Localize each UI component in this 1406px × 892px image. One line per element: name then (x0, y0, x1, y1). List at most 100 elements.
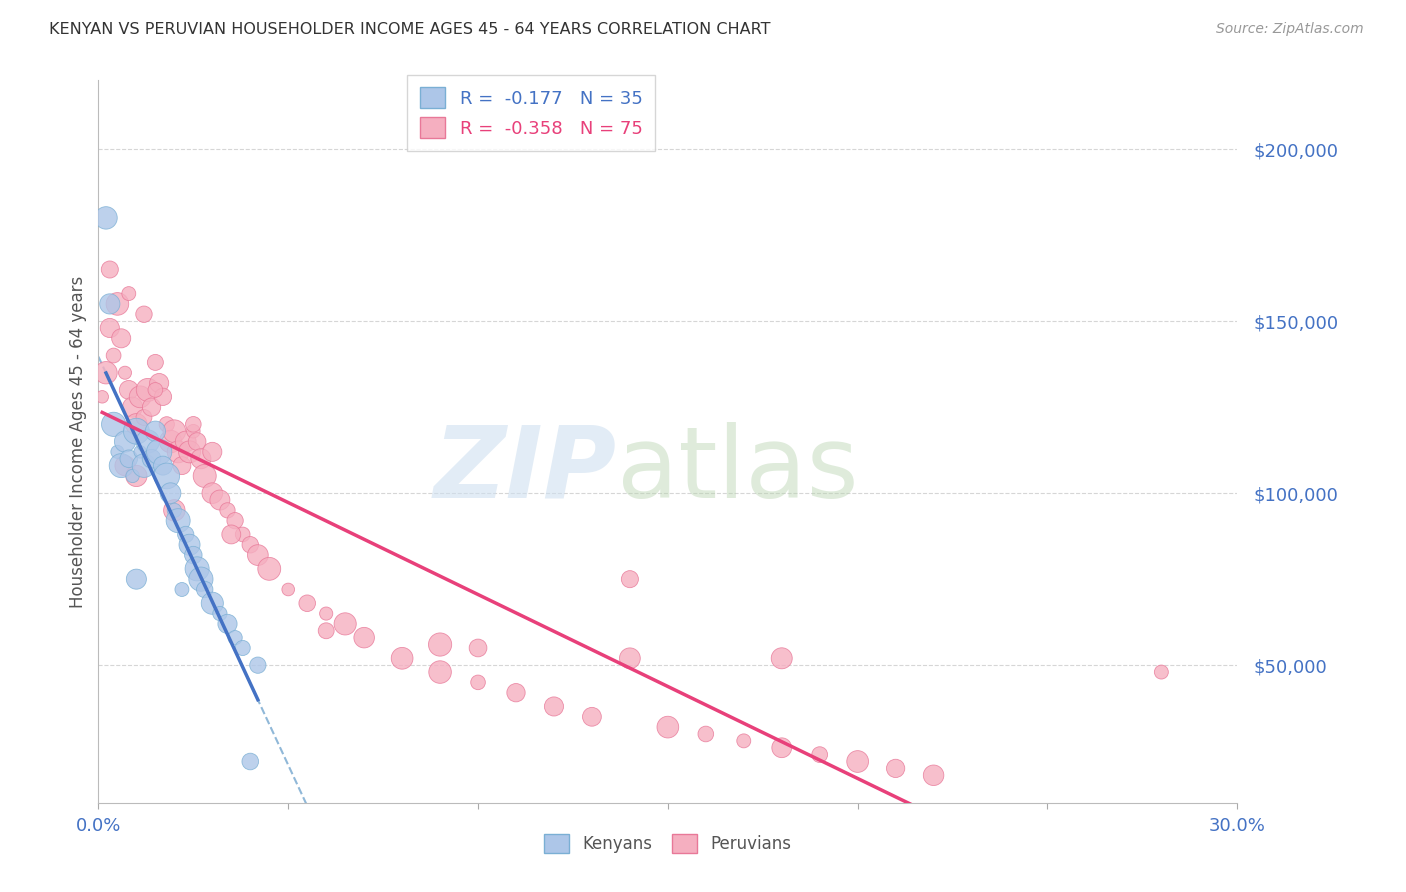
Text: atlas: atlas (617, 422, 858, 519)
Point (335, 616, 357, 631)
Point (163, 503, 186, 517)
Point (125, 417, 148, 432)
Point (152, 458, 174, 473)
Point (121, 400, 143, 414)
Point (201, 486, 224, 500)
Point (353, 631, 375, 645)
Point (132, 410, 155, 425)
Point (94, 211, 117, 225)
Point (145, 383, 167, 397)
Point (132, 458, 155, 473)
Point (179, 445, 201, 459)
Point (170, 582, 193, 597)
Y-axis label: Householder Income Ages 45 - 64 years: Householder Income Ages 45 - 64 years (69, 276, 87, 607)
Point (186, 434, 208, 449)
Point (391, 651, 413, 665)
Point (145, 355, 167, 369)
Point (543, 699, 565, 714)
Point (163, 424, 186, 438)
Point (846, 755, 869, 769)
Point (179, 538, 201, 552)
Point (141, 400, 163, 414)
Point (163, 503, 186, 517)
Point (110, 458, 132, 473)
Point (208, 493, 231, 508)
Point (186, 562, 208, 576)
Point (246, 548, 269, 562)
Point (174, 434, 197, 449)
Point (98, 297, 121, 311)
Point (224, 514, 246, 528)
Point (217, 616, 239, 631)
Point (159, 434, 181, 449)
Point (159, 486, 181, 500)
Point (125, 572, 148, 586)
Point (581, 710, 603, 724)
Point (246, 658, 269, 673)
Point (167, 445, 190, 459)
Point (1150, 665, 1173, 679)
Point (136, 383, 159, 397)
Point (259, 562, 281, 576)
Point (505, 686, 527, 700)
Point (315, 607, 337, 621)
Point (277, 582, 299, 597)
Point (201, 445, 224, 459)
Point (884, 761, 907, 775)
Point (114, 458, 136, 473)
Point (129, 445, 152, 459)
Point (429, 665, 451, 679)
Point (208, 607, 231, 621)
Text: ZIP: ZIP (433, 422, 617, 519)
Text: Source: ZipAtlas.com: Source: ZipAtlas.com (1216, 22, 1364, 37)
Point (922, 768, 945, 782)
Point (148, 445, 170, 459)
Point (183, 424, 205, 438)
Point (145, 424, 167, 438)
Point (110, 331, 132, 345)
Text: KENYAN VS PERUVIAN HOUSEHOLDER INCOME AGES 45 - 64 YEARS CORRELATION CHART: KENYAN VS PERUVIAN HOUSEHOLDER INCOME AG… (49, 22, 770, 37)
Point (619, 572, 641, 586)
Point (194, 582, 217, 597)
Point (114, 434, 136, 449)
Point (194, 469, 217, 483)
Point (103, 349, 125, 363)
Point (148, 376, 170, 390)
Point (118, 383, 141, 397)
Point (239, 538, 262, 552)
Point (190, 451, 212, 466)
Point (232, 640, 254, 655)
Point (695, 727, 717, 741)
Point (733, 734, 755, 748)
Point (114, 366, 136, 380)
Point (619, 651, 641, 665)
Point (174, 527, 197, 541)
Point (167, 514, 190, 528)
Point (98, 321, 121, 335)
Point (107, 445, 129, 459)
Point (141, 451, 163, 466)
Point (118, 286, 141, 301)
Point (808, 747, 831, 762)
Point (118, 451, 141, 466)
Point (201, 596, 224, 610)
Point (467, 675, 489, 690)
Point (121, 469, 143, 483)
Point (315, 624, 337, 638)
Point (190, 572, 212, 586)
Point (183, 417, 205, 432)
Point (152, 390, 174, 404)
Point (98, 262, 121, 277)
Point (91, 390, 114, 404)
Point (183, 548, 205, 562)
Point (107, 297, 129, 311)
Point (94, 366, 117, 380)
Point (170, 458, 193, 473)
Point (232, 527, 254, 541)
Point (129, 390, 152, 404)
Point (239, 755, 262, 769)
Point (657, 720, 679, 734)
Point (224, 631, 246, 645)
Point (103, 417, 125, 432)
Point (156, 417, 179, 432)
